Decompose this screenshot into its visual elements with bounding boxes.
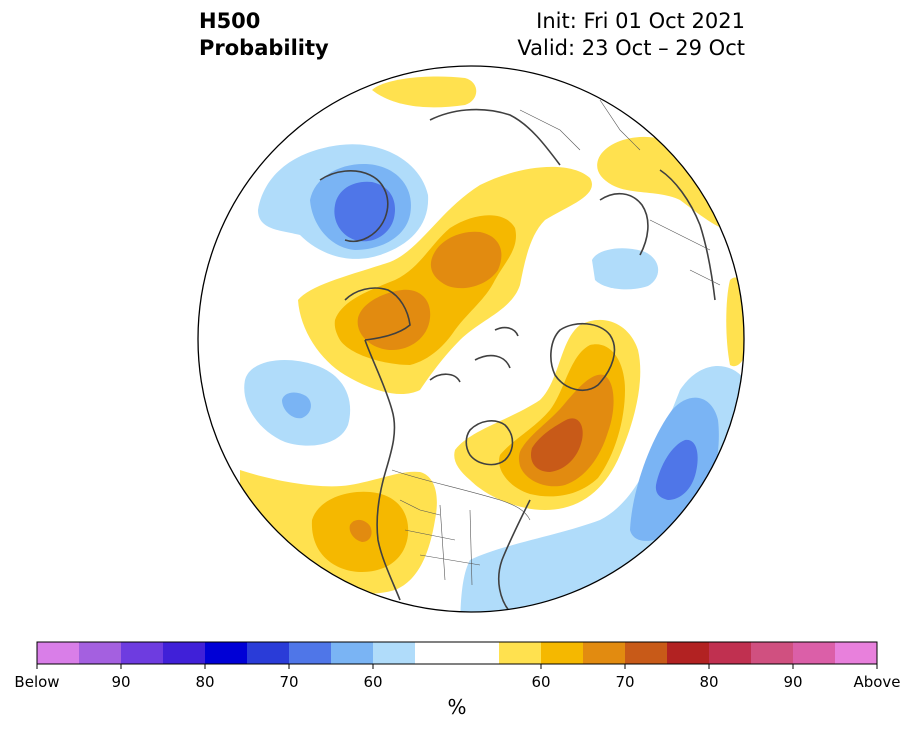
below-region-pacific-60 [282,392,311,419]
colorbar-tick-label: 90 [111,673,131,691]
title-variable: H500 [199,9,261,33]
colorbar-tick-label: 80 [699,673,719,691]
above-region-alaska-70b [430,231,502,289]
colorbar-tick-label: 90 [783,673,803,691]
valid-range: Valid: 23 Oct – 29 Oct [517,36,745,60]
colorbar-cell [583,642,626,664]
coastline-arctic-islands [429,326,519,383]
coastline-hudson [465,420,514,466]
colorbar-tick-label: 60 [531,673,551,691]
coastlines [319,108,716,612]
coastline-alaska [344,287,411,341]
colorbar-cell [121,642,164,664]
colorbar-frame [36,641,878,665]
colorbar-cell [289,642,332,664]
coastline-east-coast [498,499,531,612]
colorbar-ticks [36,664,878,669]
above-region-arctic-top [372,76,477,108]
colorbar-cell [625,642,668,664]
border-eurasia [519,99,721,286]
map-content [198,66,744,612]
above-region-west-us-70 [349,519,372,542]
border-us-canada [391,469,531,521]
map-dates: Init: Fri 01 Oct 2021 Valid: 23 Oct – 29… [517,8,745,62]
colorbar-unit: % [447,695,467,719]
colorbar-cell [373,642,416,664]
colorbar-cells [37,642,878,664]
colorbar-cell [793,642,836,664]
coastline-siberia [319,108,561,242]
colorbar-tick-label: 70 [615,673,635,691]
colorbar-cell [205,642,248,664]
colorbar-cell [415,642,458,664]
below-region-atlantic-70 [655,439,698,500]
map-title: H500 Probability [199,8,329,62]
colorbar-cell [667,642,710,664]
colorbar-cell [499,642,542,664]
coastline-greenland [550,322,616,391]
colorbar-tick-label: Above [853,673,901,691]
border-us-states [399,499,481,586]
colorbar-cell [163,642,206,664]
globe-boundary [197,65,745,613]
below-region-europe [592,248,659,290]
colorbar-tick-label: 60 [363,673,383,691]
colorbar-cell [709,642,752,664]
title-product: Probability [199,36,329,60]
colorbar-cell [247,642,290,664]
map-background [198,66,744,612]
above-region-west-europe [726,277,744,367]
colorbar-cell [751,642,794,664]
coastline-europe [599,169,716,301]
colorbar [36,641,878,669]
above-region-scandinavia [597,136,735,231]
colorbar-cell [457,642,500,664]
colorbar-cell [79,642,122,664]
colorbar-cell [541,642,584,664]
above-region-greenland-80 [530,418,583,472]
init-date: Init: Fri 01 Oct 2021 [536,9,745,33]
above-region-alaska-70 [357,289,431,350]
colorbar-cell [331,642,374,664]
colorbar-cell [37,642,80,664]
polar-map [197,65,745,613]
colorbar-tick-label: Below [14,673,60,691]
coastline-north-america-west [364,339,401,601]
borders [391,99,721,586]
colorbar-tick-label: 80 [195,673,215,691]
colorbar-tick-label: 70 [279,673,299,691]
colorbar-cell [835,642,878,664]
